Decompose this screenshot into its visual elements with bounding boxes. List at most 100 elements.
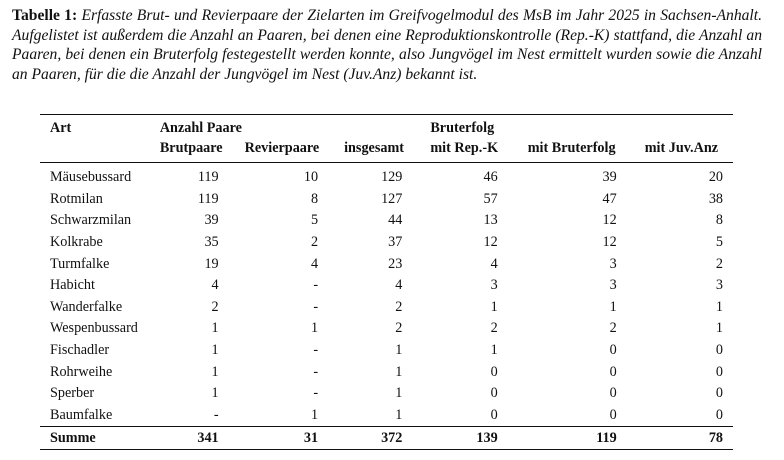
table-cell: 0 [609,406,617,423]
table-cell: 1 [311,406,319,423]
table-cell: 2 [715,255,723,272]
total-cell: 341 [197,429,219,446]
table-cell: 3 [490,277,498,294]
table-cell: 1 [311,320,319,337]
table-row: Kolkrabe 35 2 37 12 12 5 [40,232,733,254]
table-cell: 1 [715,320,723,337]
table-cell: 5 [715,234,723,251]
column-header: mit Bruterfolg [527,139,616,156]
table-cell: 1 [490,298,498,315]
table-cell: 23 [388,255,403,272]
table-cell: 13 [483,212,498,229]
table-cell: 19 [204,255,219,272]
table-cell: 1 [715,298,723,315]
table-cell: 2 [609,320,617,337]
table-cell: 4 [311,255,319,272]
table-cell: 5 [311,212,319,229]
table-cell: 129 [381,169,403,186]
table-cell: 2 [490,320,498,337]
header-art: Art [50,119,72,136]
data-table: Art Anzahl Paare Bruterfolg Brutpaare Re… [40,114,733,450]
table-cell: 1 [211,363,219,380]
table-cell: 8 [311,190,319,207]
table-cell: 8 [715,212,723,229]
table-cell: 119 [197,190,219,207]
table-row: Rotmilan 119 8 127 57 47 38 [40,189,733,211]
table-row: Habicht 4 - 4 3 3 3 [40,275,733,297]
table-cell: 12 [602,234,617,251]
table-cell: - [313,385,319,402]
table-cell: 3 [715,277,723,294]
table-cell: 1 [490,342,498,359]
species-name: Kolkrabe [50,234,103,251]
table-cell: 44 [388,212,403,229]
total-row: Summe 341 31 372 139 119 78 [40,426,733,450]
table-cell: 0 [715,342,723,359]
species-name: Fischadler [50,342,110,359]
table-cell: 0 [715,406,723,423]
table-cell: 3 [609,255,617,272]
total-cell: 31 [303,429,319,446]
table-cell: 2 [395,320,403,337]
table-cell: 39 [204,212,219,229]
species-name: Rohrweihe [50,363,113,380]
header-bruterfolg: Bruterfolg [430,119,495,136]
table-cell: 37 [388,234,403,251]
column-header: Brutpaare [159,139,223,156]
table-row: Schwarzmilan 39 5 44 13 12 8 [40,210,733,232]
species-name: Baumfalke [50,406,113,423]
table-cell: 1 [395,385,403,402]
table-row: Sperber 1 - 1 0 0 0 [40,383,733,405]
table-cell: - [313,363,319,380]
table-cell: 119 [197,169,219,186]
table-cell: 0 [609,363,617,380]
species-name: Wespenbussard [50,320,138,337]
table-row: Wanderfalke 2 - 2 1 1 1 [40,297,733,319]
table-cell: 35 [204,234,219,251]
table-cell: 1 [395,363,403,380]
table-cell: 0 [490,385,498,402]
table-cell: 127 [381,190,403,207]
table-cell: 12 [602,212,617,229]
table-cell: 1 [211,385,219,402]
species-name: Mäusebussard [50,169,132,186]
table-cell: 0 [609,342,617,359]
table-cell: 4 [395,277,403,294]
table-cell: 47 [602,190,617,207]
header-anzahl-paare: Anzahl Paare [159,119,242,136]
table-cell: - [313,342,319,359]
table-cell: 2 [311,234,319,251]
table-cell: 10 [303,169,319,186]
table-cell: - [313,277,319,294]
table-row: Fischadler 1 - 1 1 0 0 [40,340,733,362]
species-name: Wanderfalke [50,298,123,315]
table-cell: 0 [490,363,498,380]
table-cell: 12 [483,234,498,251]
column-header: insgesamt [344,139,404,156]
species-name: Turmfalke [50,255,110,272]
table-cell: 3 [609,277,617,294]
table-row: Mäusebussard 119 10 129 46 39 20 [40,163,733,189]
table-cell: 46 [483,169,498,186]
caption-text: Erfasste Brut- und Revierpaare der Ziela… [12,7,762,83]
species-name: Rotmilan [50,190,103,207]
column-header: mit Rep.-K [430,139,499,156]
table-cell: 39 [602,169,617,186]
table-cell: - [313,298,319,315]
table-cell: 0 [490,406,498,423]
table-cell: 1 [211,320,219,337]
column-header: mit Juv.Anz [644,139,719,156]
total-label: Summe [50,429,96,446]
table-cell: 0 [609,385,617,402]
table-cell: 57 [483,190,498,207]
table-cell: 0 [715,385,723,402]
table-cell: 2 [395,298,403,315]
species-name: Schwarzmilan [50,212,132,229]
total-cell: 372 [381,429,403,446]
table-cell: 4 [490,255,498,272]
species-name: Sperber [50,385,95,402]
table-cell: 1 [395,342,403,359]
table-cell: 2 [211,298,219,315]
table-cell: 1 [395,406,403,423]
total-cell: 139 [476,429,498,446]
